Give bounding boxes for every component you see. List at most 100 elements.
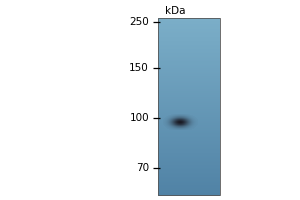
Bar bbox=[186, 129, 187, 130]
Bar bbox=[186, 123, 187, 124]
Bar bbox=[166, 125, 167, 126]
Bar bbox=[183, 127, 184, 128]
Bar bbox=[189, 125, 190, 126]
Bar bbox=[177, 126, 178, 127]
Bar bbox=[165, 123, 166, 124]
Bar bbox=[191, 121, 192, 122]
Bar bbox=[181, 123, 182, 124]
Bar bbox=[175, 128, 176, 129]
Bar bbox=[180, 119, 181, 120]
Bar bbox=[167, 121, 168, 122]
Bar bbox=[178, 122, 179, 123]
Bar bbox=[196, 125, 197, 126]
Bar bbox=[177, 127, 178, 128]
Bar bbox=[176, 116, 177, 117]
Bar bbox=[195, 125, 196, 126]
Bar bbox=[158, 32, 220, 34]
Bar bbox=[193, 122, 194, 123]
Bar bbox=[190, 127, 191, 128]
Bar bbox=[158, 167, 220, 168]
Bar bbox=[172, 129, 173, 130]
Bar bbox=[173, 125, 174, 126]
Bar bbox=[182, 115, 183, 116]
Bar bbox=[173, 121, 174, 122]
Bar bbox=[171, 116, 172, 117]
Bar bbox=[158, 69, 220, 71]
Bar bbox=[184, 121, 185, 122]
Bar bbox=[188, 117, 189, 118]
Bar bbox=[181, 128, 182, 129]
Bar bbox=[188, 124, 189, 125]
Bar bbox=[158, 97, 220, 98]
Bar bbox=[164, 118, 165, 119]
Bar bbox=[191, 127, 192, 128]
Bar bbox=[170, 122, 171, 123]
Bar bbox=[190, 122, 191, 123]
Bar bbox=[183, 116, 184, 117]
Bar bbox=[174, 119, 175, 120]
Bar bbox=[158, 21, 220, 22]
Bar bbox=[192, 118, 193, 119]
Bar bbox=[181, 129, 182, 130]
Bar bbox=[171, 116, 172, 117]
Bar bbox=[179, 118, 180, 119]
Bar bbox=[158, 176, 220, 177]
Bar bbox=[182, 115, 183, 116]
Bar bbox=[188, 125, 189, 126]
Bar bbox=[158, 63, 220, 65]
Bar bbox=[187, 122, 188, 123]
Bar bbox=[173, 114, 174, 115]
Bar bbox=[158, 139, 220, 141]
Bar bbox=[158, 181, 220, 182]
Bar bbox=[194, 121, 195, 122]
Bar bbox=[168, 119, 169, 120]
Bar bbox=[169, 118, 170, 119]
Bar bbox=[176, 116, 177, 117]
Bar bbox=[185, 128, 186, 129]
Bar bbox=[171, 119, 172, 120]
Bar bbox=[185, 128, 186, 129]
Bar bbox=[186, 122, 187, 123]
Bar bbox=[181, 120, 182, 121]
Bar bbox=[164, 125, 165, 126]
Bar bbox=[170, 115, 171, 116]
Bar bbox=[158, 180, 220, 181]
Bar bbox=[177, 123, 178, 124]
Bar bbox=[187, 119, 188, 120]
Bar bbox=[158, 45, 220, 47]
Bar bbox=[178, 116, 179, 117]
Bar bbox=[158, 100, 220, 102]
Bar bbox=[173, 129, 174, 130]
Bar bbox=[194, 121, 195, 122]
Bar bbox=[184, 125, 185, 126]
Bar bbox=[196, 124, 197, 125]
Bar bbox=[187, 123, 188, 124]
Bar bbox=[180, 118, 181, 119]
Bar bbox=[174, 126, 175, 127]
Bar bbox=[188, 123, 189, 124]
Bar bbox=[169, 123, 170, 124]
Bar bbox=[178, 120, 179, 121]
Bar bbox=[194, 119, 195, 120]
Bar bbox=[171, 125, 172, 126]
Bar bbox=[158, 76, 220, 78]
Bar bbox=[165, 126, 166, 127]
Bar bbox=[166, 126, 167, 127]
Bar bbox=[191, 115, 192, 116]
Bar bbox=[172, 119, 173, 120]
Bar bbox=[183, 122, 184, 123]
Bar bbox=[187, 128, 188, 129]
Bar bbox=[188, 118, 189, 119]
Bar bbox=[182, 126, 183, 127]
Bar bbox=[188, 120, 189, 121]
Bar bbox=[186, 116, 187, 117]
Bar bbox=[181, 121, 182, 122]
Bar bbox=[178, 128, 179, 129]
Bar bbox=[181, 119, 182, 120]
Bar bbox=[167, 121, 168, 122]
Bar bbox=[186, 116, 187, 117]
Bar bbox=[192, 117, 193, 118]
Bar bbox=[187, 117, 188, 118]
Bar bbox=[187, 127, 188, 128]
Bar bbox=[190, 123, 191, 124]
